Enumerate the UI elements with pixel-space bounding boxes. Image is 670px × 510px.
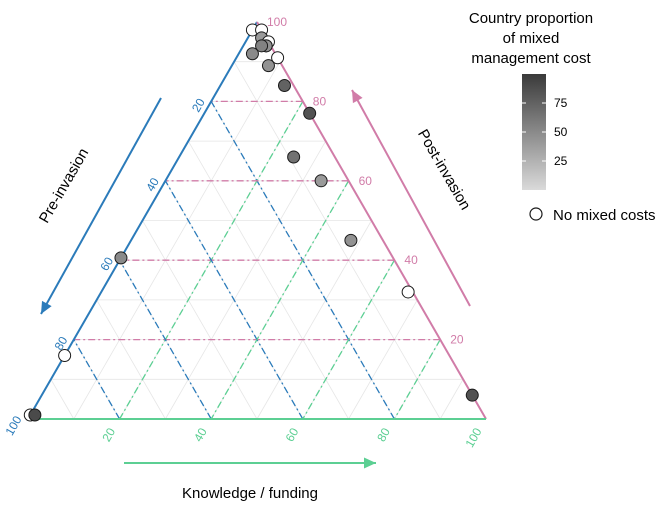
knowledge-tick-label: 80 <box>374 425 393 444</box>
data-point <box>28 408 42 422</box>
pre-invasion-tick-label: 40 <box>143 175 162 194</box>
pre-invasion-tick-label: 100 <box>2 413 24 438</box>
axis-arrows <box>40 89 471 469</box>
data-point <box>401 285 415 299</box>
data-points <box>23 23 479 422</box>
data-point <box>303 106 317 120</box>
knowledge-arrow-head <box>364 457 376 469</box>
post-invasion-tick-label: 100 <box>267 15 287 29</box>
knowledge-tick-label: 100 <box>462 425 484 450</box>
post-invasion-tick-label: 20 <box>450 333 464 347</box>
pre-invasion-guide-line <box>119 259 212 420</box>
legend: Country proportion of mixed management c… <box>469 10 656 224</box>
knowledge-funding-title: Knowledge / funding <box>182 485 318 502</box>
pre-invasion-guide-line <box>73 339 121 420</box>
pre-invasion-tick-label: 80 <box>52 334 71 353</box>
pre-invasion-title: Pre-invasion <box>36 145 92 226</box>
grid-line <box>256 220 372 420</box>
grid-line <box>439 379 464 420</box>
data-point <box>58 348 72 362</box>
colorbar-tick-label: 25 <box>554 154 568 168</box>
post-invasion-tick-label: 40 <box>404 253 418 267</box>
grid-line <box>73 61 281 420</box>
data-point <box>344 233 358 247</box>
legend-title-line-2: of mixed <box>503 30 560 47</box>
no-mixed-costs-label: No mixed costs <box>553 207 656 224</box>
grid-line <box>165 140 327 420</box>
post-invasion-tick-label: 60 <box>359 174 373 188</box>
no-mixed-costs-swatch <box>529 207 543 221</box>
data-point <box>261 59 275 73</box>
tick-labels: 20 40 60 80 100 20 40 60 80 100 20 40 60 80 100 <box>2 15 484 450</box>
colorbar-tick-label: 75 <box>554 96 568 110</box>
knowledge-guide-line <box>302 259 395 420</box>
post-invasion-arrow <box>351 89 471 307</box>
pre-invasion-tick-label: 60 <box>97 254 116 273</box>
knowledge-guide-line <box>393 339 441 420</box>
pre-invasion-guide-line <box>164 180 304 420</box>
data-point <box>255 39 269 53</box>
minor-grid <box>50 61 464 420</box>
legend-title-line-3: management cost <box>471 50 591 67</box>
post-invasion-title: Post-invasion <box>414 127 474 213</box>
pre-invasion-arrow <box>40 97 162 315</box>
grid-line <box>233 61 441 420</box>
grid-line <box>50 379 75 420</box>
data-point <box>245 47 259 61</box>
major-guide-lines <box>73 100 441 420</box>
data-point <box>114 251 128 265</box>
knowledge-tick-label: 60 <box>283 425 302 444</box>
data-point <box>465 388 479 402</box>
pre-invasion-tick-label: 20 <box>189 96 208 115</box>
grid-line <box>96 299 166 420</box>
pre-invasion-arrow-head <box>41 300 52 314</box>
axis-titles: Pre-invasion Post-invasion Knowledge / f… <box>36 127 474 502</box>
data-point <box>314 174 328 188</box>
post-invasion-arrow-head <box>352 90 363 104</box>
grid-line <box>348 299 418 420</box>
knowledge-guide-line <box>210 180 350 420</box>
post-invasion-edge <box>256 21 487 420</box>
data-point <box>271 51 285 65</box>
knowledge-tick-label: 20 <box>99 425 118 444</box>
colorbar-ticks: 75 50 25 <box>522 96 568 168</box>
knowledge-tick-label: 40 <box>191 425 210 444</box>
data-point <box>277 79 291 93</box>
data-point <box>287 150 301 164</box>
grid-line <box>142 220 258 420</box>
colorbar-tick-label: 50 <box>554 125 568 139</box>
post-invasion-tick-label: 80 <box>313 94 327 108</box>
legend-title-line-1: Country proportion <box>469 10 593 27</box>
grid-line <box>187 140 349 420</box>
